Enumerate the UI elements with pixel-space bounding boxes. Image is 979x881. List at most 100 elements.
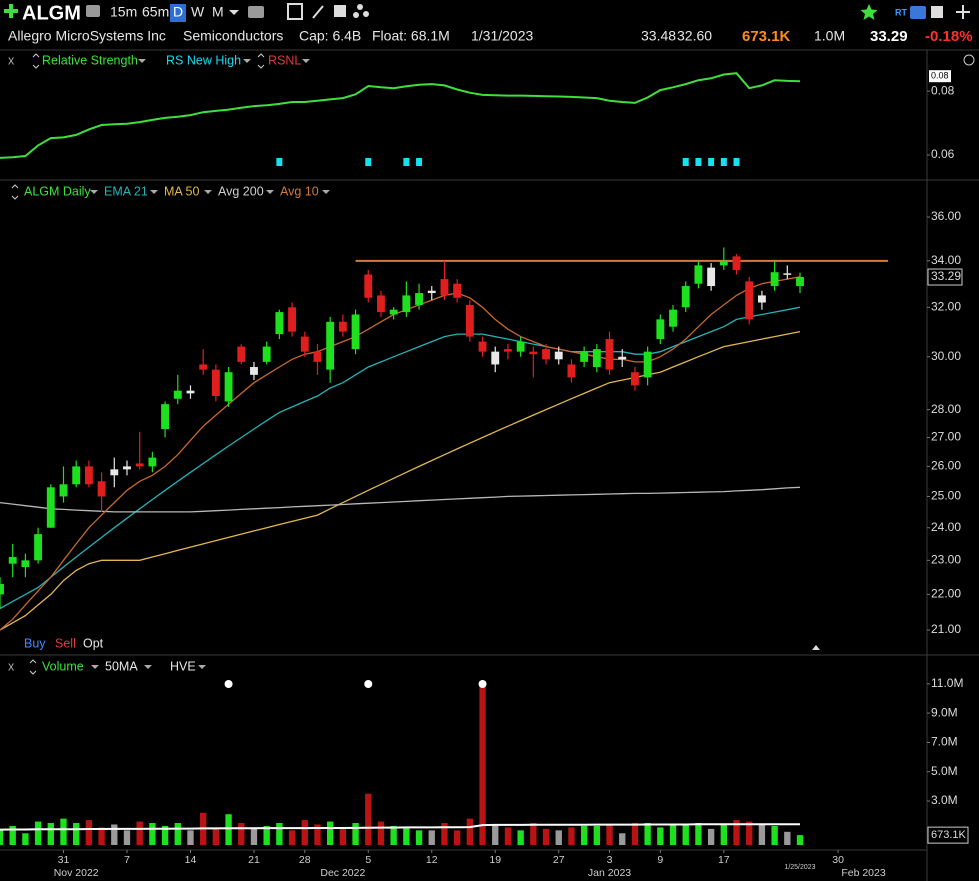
trade-button[interactable]: Sell: [55, 636, 76, 650]
candle-body: [656, 319, 665, 340]
volume-bar: [619, 833, 626, 845]
legend-item[interactable]: RSNL: [268, 53, 301, 67]
dropdown[interactable]: [266, 190, 274, 194]
candle-body: [237, 346, 246, 362]
industry: Semiconductors: [183, 28, 283, 44]
timeframe[interactable]: D: [173, 4, 183, 20]
cursor-date: 1/25/2023: [784, 864, 815, 871]
dropdown[interactable]: [243, 59, 251, 63]
timeframe[interactable]: 15m: [110, 4, 137, 20]
dropdown[interactable]: [91, 665, 99, 669]
current-value-label: 0.08: [931, 71, 949, 81]
icon[interactable]: [287, 3, 303, 20]
reorder-icon[interactable]: [11, 184, 19, 200]
candle-body: [135, 463, 144, 467]
x-tick-label: 17: [718, 854, 730, 866]
rs-new-high-marker: [708, 158, 715, 166]
reorder-icon[interactable]: [32, 53, 40, 69]
icon[interactable]: [334, 5, 346, 17]
rt-label[interactable]: RT: [895, 7, 907, 17]
icon[interactable]: [956, 5, 970, 19]
legend-item[interactable]: 50MA: [105, 659, 138, 673]
candle-body: [542, 349, 550, 360]
dropdown[interactable]: [90, 190, 98, 194]
icon[interactable]: [248, 6, 264, 18]
icon[interactable]: [910, 6, 926, 19]
legend-item[interactable]: RS New High: [166, 53, 241, 67]
dropdown[interactable]: [150, 190, 158, 194]
candle-body: [796, 277, 804, 287]
volume-bar: [428, 830, 435, 845]
candle-body: [326, 321, 335, 370]
y-tick-label: 24.00: [931, 520, 961, 534]
candle-body: [338, 321, 347, 332]
reorder-icon[interactable]: [29, 659, 37, 675]
x-tick-label: 27: [553, 854, 565, 866]
candle-body: [757, 295, 766, 303]
y-tick-label: 26.00: [931, 459, 961, 473]
candle-body: [783, 273, 792, 275]
dropdown[interactable]: [198, 665, 206, 669]
dropdown[interactable]: [138, 59, 146, 63]
icon[interactable]: [860, 4, 878, 20]
avg-volume: 1.0M: [814, 28, 845, 44]
close-button[interactable]: x: [8, 53, 15, 67]
icon[interactable]: [86, 5, 100, 17]
volume-bar: [631, 823, 639, 845]
icon[interactable]: [312, 5, 324, 19]
volume-bar: [657, 827, 664, 845]
dropdown[interactable]: [229, 10, 239, 15]
candle-body: [643, 351, 652, 378]
y-tick-label: 11.0M: [931, 676, 963, 690]
volume-bar: [580, 825, 588, 845]
candle-body: [567, 364, 576, 378]
icon[interactable]: [363, 11, 369, 17]
dropdown[interactable]: [302, 59, 310, 63]
close-button[interactable]: x: [8, 659, 15, 673]
candle-body: [8, 557, 17, 564]
price-legend: ALGM Daily EMA 21 MA 50 Avg 200 Avg 10 B…: [11, 184, 820, 650]
volume-bar: [339, 827, 347, 845]
volume-bar: [682, 824, 689, 845]
candle-body: [719, 260, 728, 266]
trade-button[interactable]: Buy: [24, 636, 46, 650]
x-tick-label: 31: [58, 854, 70, 866]
reorder-icon[interactable]: [257, 53, 265, 69]
legend-item[interactable]: ALGM Daily: [24, 184, 91, 198]
candle-body: [46, 487, 55, 528]
timeframe[interactable]: 65m: [142, 4, 169, 20]
volume-bar: [161, 825, 169, 845]
dropdown[interactable]: [322, 190, 330, 194]
legend-item[interactable]: Avg 10: [280, 184, 319, 198]
volume-bar: [212, 827, 220, 845]
legend-item[interactable]: Relative Strength: [42, 53, 138, 67]
y-tick-label: 0.06: [931, 147, 955, 161]
legend-item[interactable]: Avg 200: [218, 184, 264, 198]
rs-new-high-marker: [733, 158, 740, 166]
legend-item[interactable]: MA 50: [164, 184, 199, 198]
icon[interactable]: [357, 4, 363, 10]
icon[interactable]: [931, 6, 943, 18]
add-icon[interactable]: [4, 4, 18, 18]
legend-item[interactable]: EMA 21: [104, 184, 148, 198]
dropdown[interactable]: [204, 190, 212, 194]
candle-body: [250, 367, 258, 375]
hve-marker: [364, 680, 373, 688]
dropdown[interactable]: [144, 665, 152, 669]
legend-item[interactable]: HVE: [170, 659, 196, 673]
timeframe[interactable]: W: [191, 4, 205, 20]
timeframe[interactable]: M: [212, 4, 224, 20]
trade-button[interactable]: Opt: [83, 636, 104, 650]
y-tick-label: 21.00: [931, 622, 961, 636]
rs-new-high-marker: [416, 158, 423, 166]
collapse-icon[interactable]: [812, 645, 820, 650]
candle-body: [123, 466, 131, 470]
volume-bar: [453, 830, 461, 845]
x-tick-label: 30: [832, 854, 844, 866]
x-month-label: Jan 2023: [588, 867, 631, 879]
settings-icon[interactable]: [963, 54, 975, 66]
icon[interactable]: [353, 12, 359, 18]
legend-item[interactable]: Volume: [42, 659, 84, 673]
current-value-tag: [929, 70, 951, 83]
